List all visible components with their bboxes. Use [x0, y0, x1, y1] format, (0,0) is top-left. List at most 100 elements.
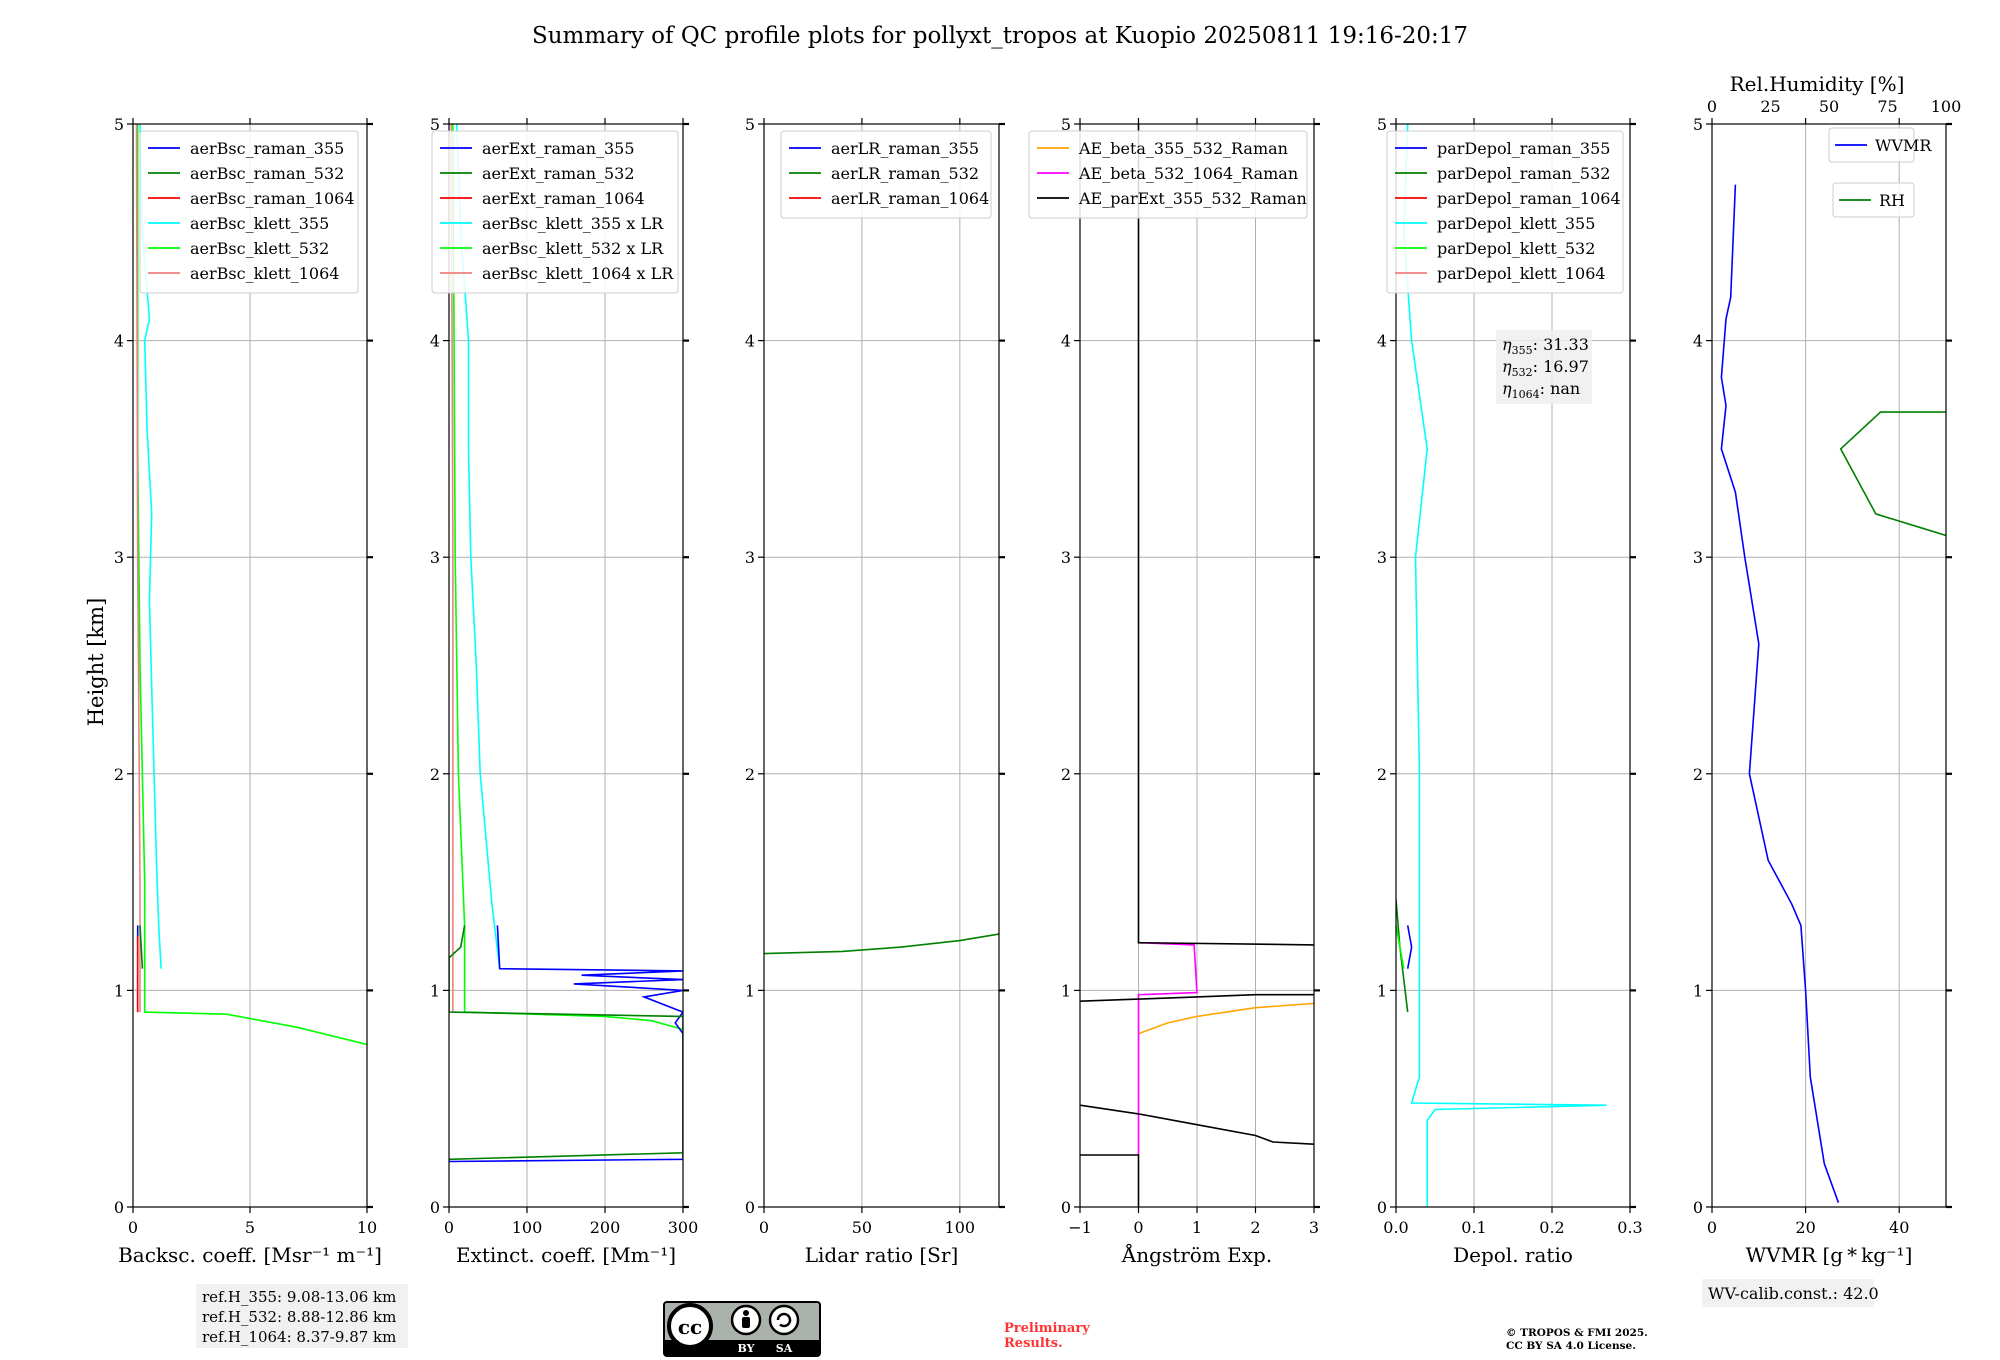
y-tick-label: 4 — [1061, 332, 1071, 351]
info-box-bg — [1702, 1279, 1874, 1307]
legend-label: parDepol_klett_1064 — [1437, 264, 1606, 283]
legend-label: aerLR_raman_532 — [831, 164, 979, 183]
top-x-tick-label: 100 — [1931, 97, 1962, 116]
ref-height-line: ref.H_355: 9.08-13.06 km — [202, 1288, 396, 1306]
axes-frame — [763, 123, 1000, 1208]
legend-box — [1832, 182, 1915, 218]
x-tick-label: 0 — [128, 1218, 138, 1237]
legend-label: parDepol_klett_532 — [1437, 239, 1595, 258]
series-group — [764, 933, 999, 955]
legend-box — [1028, 130, 1308, 219]
x-axis-label: Backsc. coeff. [Msr⁻¹ m⁻¹] — [118, 1243, 382, 1267]
panel-extinction: 0 1 2 3 4 5 0 100 200 300 Extinct. coeff. [Mm⁻¹] ae… — [430, 115, 698, 1267]
legend-label: aerLR_raman_355 — [831, 139, 979, 158]
wv-calib-box: WV-calib.const.: 42.0 — [1702, 1279, 1879, 1307]
y-tick-label: 2 — [1693, 765, 1703, 784]
x-tick-label: 0.3 — [1617, 1218, 1642, 1237]
x-axis-label: Lidar ratio [Sr] — [805, 1243, 959, 1267]
legend-wvmr: WVMR — [1828, 127, 1932, 163]
y-tick-label: 2 — [1377, 765, 1387, 784]
y-tick-label: 3 — [114, 548, 124, 567]
preliminary-results-text: Results. — [1004, 1336, 1063, 1351]
ref-height-line: ref.H_1064: 8.37-9.87 km — [202, 1328, 396, 1346]
legend-label: aerExt_raman_532 — [482, 164, 635, 183]
y-tick-label: 5 — [1693, 115, 1703, 134]
y-tick-label: 2 — [1061, 765, 1071, 784]
by-icon-body — [742, 1317, 750, 1328]
y-tick-label: 1 — [1693, 981, 1703, 1000]
y-tick-label: 5 — [114, 115, 124, 134]
series-line-AE_beta_355_532_Raman — [1138, 1002, 1314, 1035]
x-tick-label: 10 — [357, 1218, 377, 1237]
info-box-bg — [196, 1284, 408, 1348]
series-line-parDepol_raman_355 — [1406, 925, 1413, 969]
y-tick-label: 0 — [1377, 1198, 1387, 1217]
y-tick-label: 5 — [1061, 115, 1071, 134]
x-tick-label: 0.0 — [1383, 1218, 1408, 1237]
legend: AE_beta_355_532_Raman AE_beta_532_1064_Ra… — [1028, 130, 1308, 219]
legend-label: aerBsc_klett_1064 x LR — [482, 264, 674, 283]
series-line-aerBsc_klett_355 — [139, 124, 162, 969]
legend-label: AE_beta_355_532_Raman — [1078, 139, 1288, 158]
series-group — [1396, 124, 1607, 1207]
x-tick-label: 3 — [1309, 1218, 1319, 1237]
panel-backscatter: 0 1 2 3 4 5 0 5 10 Backsc. coeff. [Msr⁻¹ m⁻¹] aerB… — [114, 115, 382, 1267]
wv-calib-text: WV-calib.const.: 42.0 — [1708, 1284, 1879, 1303]
x-tick-label: 40 — [1889, 1218, 1909, 1237]
preliminary-results-text: Preliminary — [1004, 1321, 1090, 1336]
legend-label: RH — [1879, 191, 1905, 210]
x-tick-label: 20 — [1795, 1218, 1815, 1237]
x-tick-label: 50 — [852, 1218, 872, 1237]
y-tick-label: 4 — [745, 332, 755, 351]
axes-frame — [1711, 123, 1947, 1208]
y-tick-label: 4 — [1693, 332, 1703, 351]
cc-license-badge: cc BY SA — [663, 1301, 821, 1357]
top-x-tick-label: 0 — [1707, 97, 1717, 116]
series-line-aerExt_raman_532 — [449, 925, 683, 1161]
series-line-AE_beta_532_1064_Raman — [1137, 941, 1198, 1155]
series-group — [1080, 124, 1314, 1207]
series-line-parDepol_klett_532 — [1396, 925, 1405, 969]
legend-label: aerBsc_raman_355 — [190, 139, 344, 158]
y-tick-label: 2 — [745, 765, 755, 784]
series-line-WVMR — [1720, 184, 1840, 1203]
y-tick-label: 5 — [745, 115, 755, 134]
ref-height-line: ref.H_532: 8.88-12.86 km — [202, 1308, 396, 1326]
y-tick-label: 1 — [745, 981, 755, 1000]
legend: aerLR_raman_355 aerLR_raman_532 aerLR_rama… — [780, 130, 992, 219]
series-line-AE_parExt_355_532_Raman-low- — [1080, 1104, 1314, 1145]
by-label: BY — [738, 1342, 755, 1355]
series-line-parDepol_klett_355 — [1402, 124, 1607, 1207]
y-tick-label: 1 — [1377, 981, 1387, 1000]
top-x-tick-label: 50 — [1819, 97, 1839, 116]
series-line-aerBsc_klett_532-x-LR — [452, 124, 683, 1031]
y-tick-label: 4 — [1377, 332, 1387, 351]
y-tick-label: 0 — [1061, 1198, 1071, 1217]
eta-line: η532: 16.97 — [1502, 357, 1589, 379]
panel-depol: 0 1 2 3 4 5 0.0 0.1 0.2 0.3 Depol. ratio parDepol_r… — [1377, 115, 1643, 1267]
legend-label: AE_parExt_355_532_Raman — [1078, 189, 1307, 208]
series-line-AE_parExt_355_532_Raman-mid- — [1080, 993, 1314, 1002]
eta-line: η355: 31.33 — [1502, 335, 1589, 357]
legend-label: WVMR — [1875, 136, 1932, 155]
x-axis-label: WVMR [g * kg⁻¹] — [1746, 1243, 1913, 1267]
x-tick-label: 0.2 — [1539, 1218, 1564, 1237]
axes-frame — [448, 123, 684, 1208]
by-icon-head — [743, 1310, 749, 1316]
x-tick-label: 5 — [245, 1218, 255, 1237]
axes-frame — [1395, 123, 1631, 1208]
series-line-AE_parExt_355_532_Raman — [1080, 1154, 1140, 1207]
y-tick-label: 3 — [1693, 548, 1703, 567]
x-axis-label: Extinct. coeff. [Mm⁻¹] — [456, 1243, 676, 1267]
legend-box — [780, 130, 992, 219]
x-tick-label: 0.1 — [1461, 1218, 1486, 1237]
series-line-aerBsc_raman_532 — [139, 925, 144, 969]
legend-label: aerBsc_raman_532 — [190, 164, 344, 183]
x-tick-label: 0 — [1707, 1218, 1717, 1237]
legend-label: aerExt_raman_1064 — [482, 189, 645, 208]
legend-box — [139, 130, 359, 294]
x-tick-label: 2 — [1250, 1218, 1260, 1237]
